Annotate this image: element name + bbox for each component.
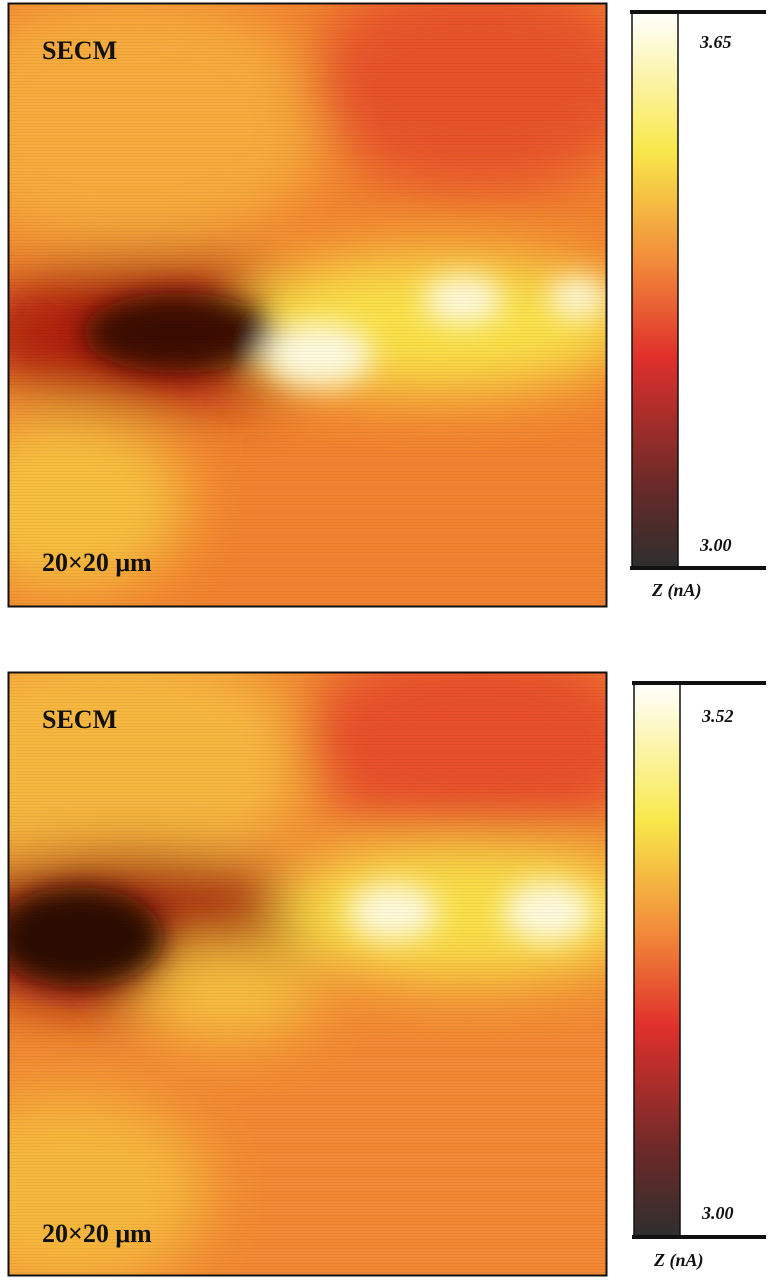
scale-label: 20×20 μm <box>42 548 152 577</box>
panel: SECM 20×20 μm <box>7 2 608 608</box>
scale-label: 20×20 μm <box>42 1219 152 1248</box>
panel-label: SECM <box>42 705 117 734</box>
heatmap <box>8 672 607 1276</box>
colorbar-max: 3.65 <box>699 32 732 52</box>
colorbar: 3.65 3.00 Z (nA) <box>630 10 766 601</box>
colorbar-max: 3.52 <box>701 706 734 726</box>
colorbar-label: Z (nA) <box>653 1250 704 1271</box>
colorbar: 3.52 3.00 Z (nA) <box>632 681 766 1271</box>
colorbar-min: 3.00 <box>699 535 732 555</box>
heatmap <box>8 3 607 607</box>
panel-label: SECM <box>42 36 117 65</box>
colorbar-min: 3.00 <box>701 1203 734 1223</box>
panel: SECM 20×20 μm <box>7 671 608 1277</box>
colorbar-label: Z (nA) <box>651 580 702 601</box>
